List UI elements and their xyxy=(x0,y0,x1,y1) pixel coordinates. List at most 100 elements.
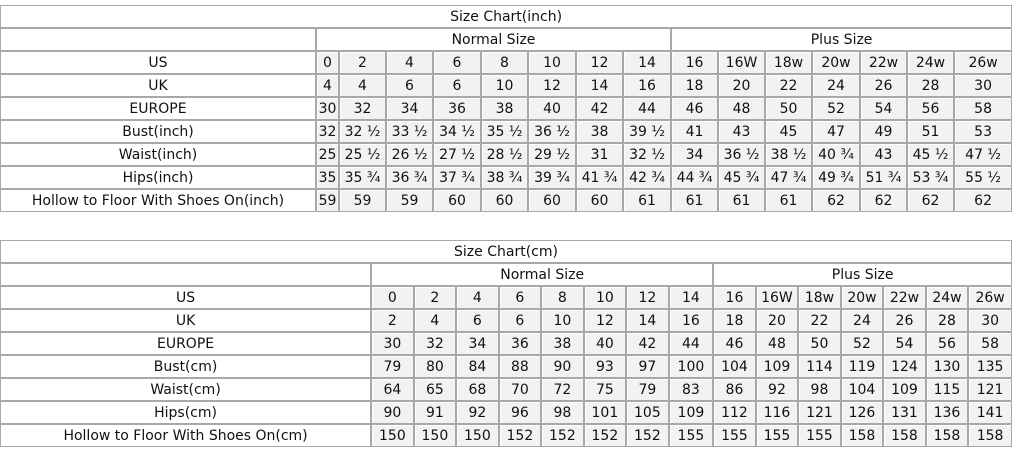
table-cell: 20w xyxy=(840,286,884,309)
table-cell: 26 xyxy=(860,74,907,97)
table-cell: 29 ½ xyxy=(528,143,576,166)
table-cell: 38 xyxy=(576,120,623,143)
table-cell: 101 xyxy=(583,401,627,424)
table-cell: 12 xyxy=(626,286,669,309)
table-cell: 155 xyxy=(668,424,714,447)
empty-header-cell xyxy=(0,263,372,286)
table-cell: 109 xyxy=(883,378,926,401)
table-cell: 47 ¾ xyxy=(765,166,812,189)
group-header: Plus Size xyxy=(713,263,1012,286)
table-cell: 16 xyxy=(671,51,718,74)
table-cell: 30 xyxy=(968,309,1012,332)
table-cell: 25 xyxy=(316,143,339,166)
row-label: Waist(inch) xyxy=(0,143,316,166)
table-cell: 50 xyxy=(798,332,841,355)
table-cell: 33 ½ xyxy=(386,120,433,143)
table-cell: 104 xyxy=(713,355,756,378)
table-cell: 36 ¾ xyxy=(386,166,433,189)
table-cell: 100 xyxy=(668,355,714,378)
table-cell: 34 xyxy=(671,143,718,166)
table-cell: 150 xyxy=(413,424,457,447)
row-label: EUROPE xyxy=(0,332,372,355)
table-cell: 0 xyxy=(371,286,414,309)
table-cell: 96 xyxy=(498,401,542,424)
table-row: Hollow to Floor With Shoes On(cm) 150 150 1… xyxy=(0,424,1012,447)
table-cell: 30 xyxy=(954,74,1013,97)
table-cell: 30 xyxy=(371,332,414,355)
table-cell: 60 xyxy=(576,189,623,212)
table-row: EUROPE 30 32 34 36 38 40 42 44 46 48 50 52 54 56 58 xyxy=(0,97,1013,120)
table-cell: 31 xyxy=(576,143,623,166)
table-cell: 98 xyxy=(798,378,841,401)
table-cell: 114 xyxy=(798,355,841,378)
table-cell: 36 xyxy=(498,332,542,355)
table-cell: 41 ¾ xyxy=(576,166,623,189)
table-cell: 16 xyxy=(668,309,714,332)
table-cell: 49 ¾ xyxy=(812,166,860,189)
table-cell: 124 xyxy=(883,355,926,378)
table-cell: 90 xyxy=(541,355,584,378)
table-cell: 14 xyxy=(668,286,714,309)
table-cell: 4 xyxy=(339,74,386,97)
table-cell: 44 xyxy=(668,332,714,355)
table-cell: 155 xyxy=(713,424,756,447)
table-cell: 26w xyxy=(954,51,1013,74)
table-cell: 91 xyxy=(413,401,457,424)
table-cell: 20w xyxy=(812,51,860,74)
table-cell: 56 xyxy=(925,332,969,355)
table-cell: 14 xyxy=(623,51,671,74)
table-cell: 58 xyxy=(968,332,1012,355)
table-row: Bust(inch) 32 32 ½ 33 ½ 34 ½ 35 ½ 36 ½ 38 39 ½ 41… xyxy=(0,120,1013,143)
table-cell: 105 xyxy=(626,401,669,424)
table-cell: 150 xyxy=(456,424,499,447)
table-cell: 28 xyxy=(925,309,969,332)
table-cell: 62 xyxy=(954,189,1013,212)
table-cell: 0 xyxy=(316,51,339,74)
table-cell: 6 xyxy=(498,286,542,309)
table-cell: 121 xyxy=(798,401,841,424)
table-cell: 26w xyxy=(968,286,1012,309)
table-cell: 10 xyxy=(541,309,584,332)
table-cell: 4 xyxy=(386,51,433,74)
table-cell: 2 xyxy=(339,51,386,74)
row-label: UK xyxy=(0,309,372,332)
table-cell: 119 xyxy=(840,355,884,378)
row-label: Hips(cm) xyxy=(0,401,372,424)
table-row: UK 4 4 6 6 10 12 14 16 18 20 22 24 26 28 30 xyxy=(0,74,1013,97)
table-cell: 93 xyxy=(583,355,627,378)
row-label: Hollow to Floor With Shoes On(cm) xyxy=(0,424,372,447)
table-cell: 97 xyxy=(626,355,669,378)
row-label: Bust(cm) xyxy=(0,355,372,378)
table-cell: 24 xyxy=(840,309,884,332)
table-cell: 121 xyxy=(968,378,1012,401)
table-cell: 30 xyxy=(316,97,339,120)
table-cell: 38 ¾ xyxy=(481,166,528,189)
table-cell: 16 xyxy=(713,286,756,309)
row-label: US xyxy=(0,51,316,74)
table-cell: 43 xyxy=(718,120,765,143)
table-cell: 60 xyxy=(433,189,481,212)
row-label: Hips(inch) xyxy=(0,166,316,189)
row-label: EUROPE xyxy=(0,97,316,120)
table-cell: 42 xyxy=(576,97,623,120)
table-cell: 155 xyxy=(798,424,841,447)
table-cell: 72 xyxy=(541,378,584,401)
table-cell: 54 xyxy=(883,332,926,355)
table-cell: 59 xyxy=(316,189,339,212)
table-cell: 59 xyxy=(339,189,386,212)
table-cell: 158 xyxy=(883,424,926,447)
table-cell: 62 xyxy=(860,189,907,212)
table-cell: 40 xyxy=(528,97,576,120)
table-cell: 26 xyxy=(883,309,926,332)
table-cell: 152 xyxy=(626,424,669,447)
table-title: Size Chart(inch) xyxy=(0,5,1013,28)
table-cell: 22 xyxy=(765,74,812,97)
table-cell: 53 xyxy=(954,120,1013,143)
table-cell: 109 xyxy=(668,401,714,424)
table-cell: 20 xyxy=(755,309,799,332)
table-cell: 18 xyxy=(671,74,718,97)
table-cell: 16W xyxy=(718,51,765,74)
table-cell: 56 xyxy=(907,97,954,120)
table-cell: 47 xyxy=(812,120,860,143)
table-cell: 68 xyxy=(456,378,499,401)
